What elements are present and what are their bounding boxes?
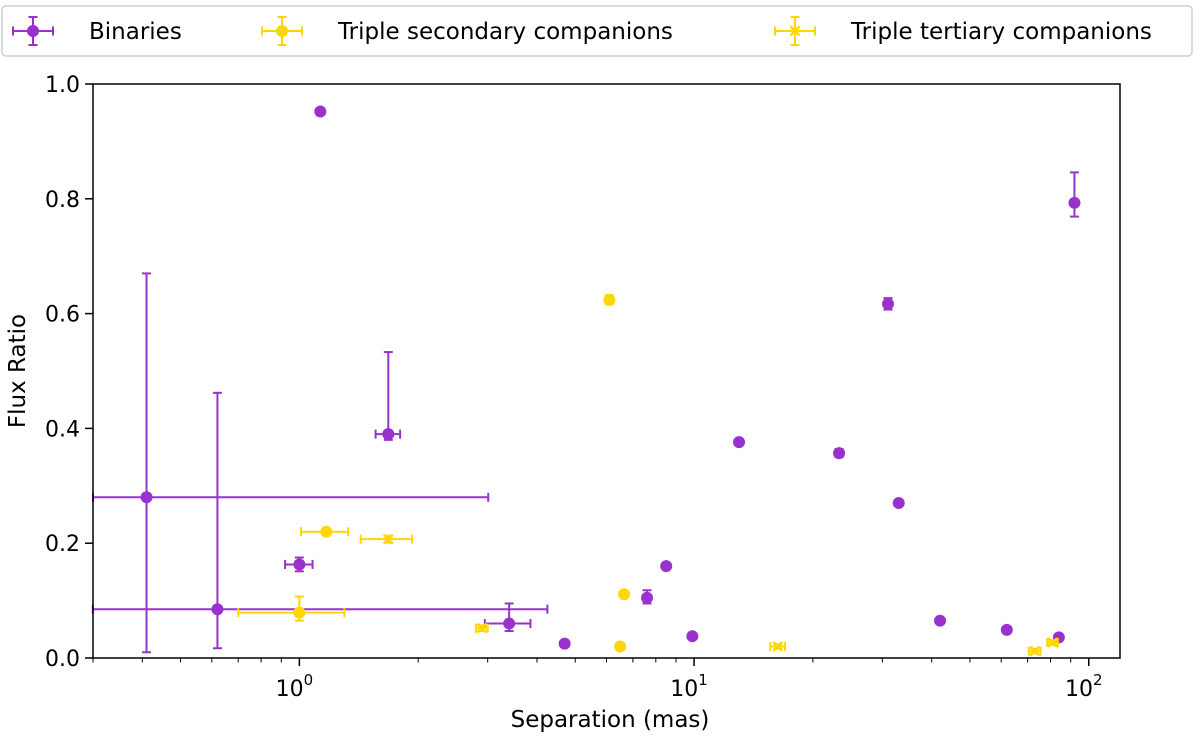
data-point — [503, 617, 516, 630]
data-point — [1029, 645, 1041, 657]
x-marker-stroke — [772, 641, 784, 652]
x-tick-label: 101 — [670, 671, 708, 702]
x-marker-stroke — [1047, 637, 1059, 648]
y-tick-label: 1.0 — [45, 73, 80, 98]
legend-label: Triple tertiary companions — [850, 19, 1152, 45]
data-point — [382, 533, 394, 545]
data-point — [476, 622, 488, 634]
series-1 — [237, 293, 631, 653]
data-point — [603, 293, 616, 306]
y-tick-label: 0.6 — [45, 303, 80, 328]
legend-marker — [276, 25, 288, 37]
legend-frame — [1, 5, 1193, 57]
x-tick-label: 102 — [1065, 671, 1103, 702]
data-point — [881, 297, 894, 310]
data-point — [320, 525, 333, 538]
data-point — [314, 105, 327, 118]
legend-marker — [27, 25, 39, 37]
x-marker-stroke — [382, 533, 394, 545]
y-tick-label: 0.2 — [45, 532, 80, 557]
data-point — [382, 428, 395, 441]
legend-label: Binaries — [89, 19, 182, 45]
plot-area-frame — [92, 83, 1121, 659]
legend-label: Triple secondary companions — [337, 19, 673, 45]
x-marker-stroke — [1029, 645, 1041, 657]
x-axis-title: Separation (mas) — [511, 707, 710, 733]
data-point — [1068, 196, 1081, 209]
data-point — [618, 588, 631, 601]
data-point — [833, 447, 846, 460]
data-point — [211, 603, 224, 616]
legend: Binaries Triple secondary companions Tripl… — [1, 5, 1193, 57]
y-axis-title: Flux Ratio — [5, 314, 31, 428]
data-point — [892, 497, 905, 510]
data-point — [934, 614, 947, 627]
x-marker-stroke — [476, 622, 488, 634]
data-point — [660, 560, 673, 573]
data-point — [1047, 637, 1059, 648]
data-point — [1000, 623, 1013, 636]
data-point — [614, 640, 627, 653]
series-0 — [91, 105, 1081, 654]
legend-entry: Triple tertiary companions — [774, 16, 1152, 46]
series-2 — [359, 533, 1059, 657]
legend-entry: Triple secondary companions — [261, 16, 673, 46]
data-point — [641, 591, 654, 604]
y-tick-label: 0.8 — [45, 188, 80, 213]
y-tick-label: 0.4 — [45, 417, 80, 442]
data-point — [293, 558, 306, 571]
data-point — [733, 436, 746, 449]
data-point — [772, 641, 784, 652]
legend-marker — [789, 25, 801, 37]
data-point — [293, 606, 306, 619]
x-tick-label: 100 — [276, 671, 314, 702]
y-tick-label: 0.0 — [45, 647, 80, 672]
data-point — [558, 637, 571, 650]
x-marker-stroke — [789, 25, 801, 37]
data-point — [140, 491, 153, 504]
data-point — [686, 630, 699, 643]
legend-entry: Binaries — [12, 16, 182, 46]
